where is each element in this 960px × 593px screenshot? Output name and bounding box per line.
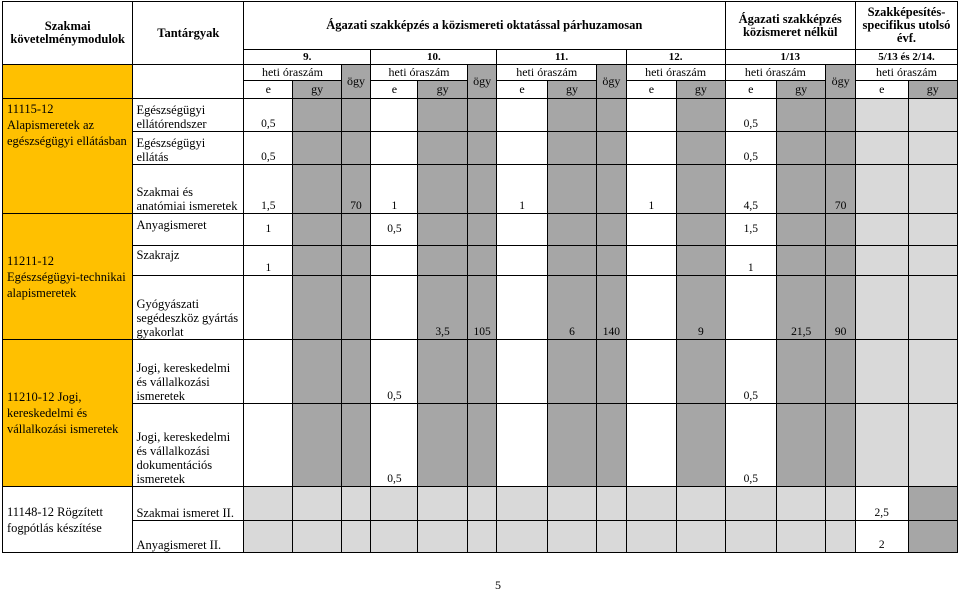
value-cell: 0,5 [724, 131, 778, 165]
subject-cell: Szakmai ismeret II. [132, 486, 245, 521]
subject-cell: Szakrajz [132, 245, 245, 276]
value-cell: 0,5 [243, 98, 294, 132]
gy-label: gy [907, 80, 959, 99]
gy-label: gy [417, 80, 468, 99]
grade-11: 11. [496, 49, 627, 65]
value-cell: 1 [370, 164, 419, 214]
e-label: e [625, 80, 678, 99]
heti-label: heti óraszám [370, 64, 468, 81]
without-header: Ágazati szakképzés közismeret nélkül [724, 1, 856, 50]
heti-label: heti óraszám [724, 64, 827, 81]
ogy-value: 70 [825, 164, 856, 214]
value-cell: 9 [676, 275, 726, 340]
ogy-value: 70 [340, 164, 372, 214]
value-cell: 1,5 [724, 213, 778, 246]
subject-cell: Egészségügyi ellátás [132, 131, 245, 165]
subject-cell: Szakmai és anatómiai ismeretek [132, 164, 245, 214]
grade-1-13: 1/13 [724, 49, 856, 65]
value-cell: 21,5 [776, 275, 827, 340]
module-11115: 11115-12 Alapismeretek az egészségügyi e… [1, 98, 134, 214]
module-11211: 11211-12 Egészségügyi-technikai alapisme… [1, 213, 134, 340]
ogy-value: 140 [596, 275, 627, 340]
gy-label: gy [292, 80, 342, 99]
module-11148: 11148-12 Rögzített fogpótlás készítése [1, 486, 134, 553]
ogy-label: ögy [466, 64, 498, 99]
modules-header-fill [1, 64, 134, 99]
subject-cell: Egészségügyi ellátórendszer [132, 98, 245, 132]
parallel-header: Ágazati szakképzés a közismereti oktatás… [243, 1, 726, 50]
subject-cell: Jogi, kereskedelmi és vállalkozási ismer… [132, 339, 245, 404]
value-cell: 4,5 [724, 164, 778, 214]
ogy-label: ögy [340, 64, 372, 99]
value-cell: 0,5 [370, 339, 419, 404]
value-cell: 0,5 [724, 339, 778, 404]
subject-cell: Jogi, kereskedelmi és vállalkozási dokum… [132, 403, 245, 487]
subject-cell: Anyagismeret II. [132, 520, 245, 553]
heti-label: heti óraszám [625, 64, 726, 81]
value-cell: 1 [625, 164, 678, 214]
subject-cell: Anyagismeret [132, 213, 245, 246]
e-label: e [854, 80, 909, 99]
curriculum-table: Szakmai követelménymodulok Tantárgyak Ág… [1, 1, 959, 553]
e-label: e [370, 80, 419, 99]
ogy-label: ögy [825, 64, 856, 99]
value-cell: 3,5 [417, 275, 468, 340]
value-cell: 1 [243, 245, 294, 276]
grade-10: 10. [370, 49, 498, 65]
subjects-header-fill [132, 64, 245, 99]
value-cell: 1 [724, 245, 778, 276]
heti-label: heti óraszám [243, 64, 342, 81]
gy-label: gy [546, 80, 598, 99]
value-cell: 6 [546, 275, 598, 340]
e-label: e [724, 80, 778, 99]
subjects-header: Tantárgyak [132, 1, 245, 65]
module-11210: 11210-12 Jogi, kereskedelmi és vállalkoz… [1, 339, 134, 487]
value-cell: 2 [854, 520, 909, 553]
subject-cell: Gyógyászati segédeszköz gyártás gyakorla… [132, 275, 245, 340]
value-cell: 2,5 [854, 486, 909, 521]
value-cell: 0,5 [370, 403, 419, 487]
value-cell: 0,5 [724, 98, 778, 132]
value-cell: 1 [243, 213, 294, 246]
grade-12: 12. [625, 49, 726, 65]
modules-header: Szakmai követelménymodulok [1, 1, 134, 65]
heti-label: heti óraszám [854, 64, 959, 81]
ogy-value: 90 [825, 275, 856, 340]
value-cell: 1 [496, 164, 548, 214]
heti-label: heti óraszám [496, 64, 598, 81]
ogy-label: ögy [596, 64, 627, 99]
page-number: 5 [495, 578, 501, 592]
e-label: e [496, 80, 548, 99]
specific-header: Szakképesítés-specifikus utolsó évf. [854, 1, 959, 50]
ogy-value: 105 [466, 275, 498, 340]
value-cell: 1,5 [243, 164, 294, 214]
value-cell: 0,5 [724, 403, 778, 487]
e-label: e [243, 80, 294, 99]
value-cell: 0,5 [243, 131, 294, 165]
gy-label: gy [776, 80, 827, 99]
gy-label: gy [676, 80, 726, 99]
grade-9: 9. [243, 49, 372, 65]
value-cell: 0,5 [370, 213, 419, 246]
grade-5-13: 5/13 és 2/14. [854, 49, 959, 65]
